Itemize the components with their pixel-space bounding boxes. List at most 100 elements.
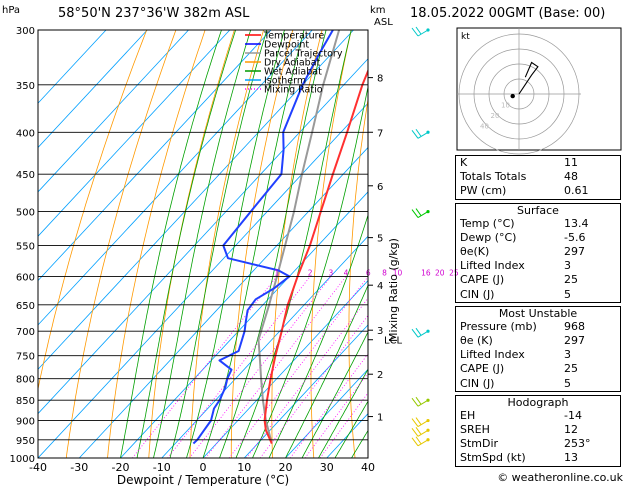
- index-value: -14: [564, 408, 582, 422]
- index-label: Lifted Index: [460, 348, 525, 362]
- pressure-unit-label: hPa: [2, 5, 20, 16]
- datetime-title: 18.05.2022 00GMT (Base: 00): [410, 6, 606, 21]
- indices-panel: K 11 Totals Totals 48 PW (cm) 0.61 Surface Te…: [455, 155, 621, 470]
- hodograph-unit-label: kt: [461, 32, 470, 42]
- unstable-title: Most Unstable: [498, 306, 578, 320]
- wind-barb-staff: [417, 439, 429, 447]
- pressure-tick-label: 450: [16, 170, 35, 181]
- index-row: Temp (°C) 13.4: [456, 217, 620, 231]
- km-tick-label: 7: [377, 128, 383, 139]
- index-value: 253°: [564, 437, 591, 451]
- isotherm-line: [285, 368, 368, 458]
- index-value: 5: [564, 287, 571, 301]
- index-value: 968: [564, 319, 585, 333]
- wind-barb-staff: [417, 211, 429, 219]
- mixing-ratio-label: 25: [449, 268, 459, 277]
- isotherm-line: [38, 102, 368, 458]
- pressure-tick-label: 650: [16, 301, 35, 312]
- km-tick-label: 4: [377, 281, 383, 292]
- isotherm-line: [38, 30, 107, 104]
- surface-title: Surface: [517, 203, 559, 217]
- mixing-ratio-label: 1: [274, 268, 279, 277]
- height-unit-sub-label: ASL: [374, 17, 393, 28]
- legend-label: Parcel Trajectory: [264, 49, 343, 60]
- index-label: K: [460, 156, 468, 169]
- temperature-tick-label: -20: [112, 461, 130, 474]
- legend-label: Mixing Ratio: [264, 85, 323, 96]
- dry-adiabat-line: [107, 30, 206, 458]
- index-row: CIN (J) 5: [456, 288, 620, 302]
- index-label: Lifted Index: [460, 259, 525, 273]
- isotherm-line: [38, 30, 189, 193]
- pressure-tick-label: 750: [16, 352, 35, 363]
- index-value: 13.4: [564, 216, 589, 230]
- mixing-ratio-label: 8: [382, 268, 387, 277]
- wind-barb-staff: [417, 399, 429, 407]
- index-label: θe(K): [460, 245, 490, 259]
- wind-barb-flag: [411, 437, 419, 447]
- location-title: 58°50'N 237°36'W 382m ASL: [58, 6, 250, 21]
- wind-barb-flag: [411, 328, 419, 338]
- wet-adiabat-line: [334, 400, 368, 458]
- legend-label: Wet Adiabat: [264, 67, 322, 78]
- pressure-tick-label: 850: [16, 396, 35, 407]
- wet-adiabat-line: [120, 30, 222, 458]
- index-row: SREH 12: [456, 423, 620, 437]
- wind-barb-flag: [415, 417, 422, 425]
- hodograph-title: Hodograph: [507, 395, 569, 409]
- legend-label: Dry Adiabat: [264, 58, 321, 69]
- legend-label: Isotherm: [264, 76, 306, 87]
- isotherm-line: [38, 30, 148, 149]
- index-label: StmDir: [460, 437, 499, 451]
- km-tick-label: 2: [377, 370, 383, 381]
- index-row: StmDir 253°: [456, 437, 620, 451]
- index-label: CAPE (J): [460, 273, 505, 287]
- isotherm-line: [243, 324, 368, 458]
- mixing-ratio-axis-label: Mixing Ratio (g/kg): [387, 238, 400, 342]
- wind-barb-flag: [411, 418, 419, 427]
- index-value: 5: [564, 376, 571, 390]
- hodograph-trace: [518, 61, 539, 95]
- pressure-tick-label: 500: [16, 208, 35, 219]
- index-value: 3: [564, 259, 571, 273]
- index-label: Totals Totals: [460, 170, 527, 184]
- hodograph-frame: [456, 27, 622, 151]
- index-label: CIN (J): [460, 287, 495, 301]
- pressure-tick-label: 800: [16, 375, 35, 386]
- wind-barb-flag: [415, 128, 422, 137]
- wind-barb-flag: [411, 27, 419, 37]
- mixing-ratio-label: 16: [421, 268, 431, 277]
- isotherm-line: [161, 235, 368, 458]
- index-row: StmSpd (kt) 13: [456, 451, 620, 465]
- index-row: Totals Totals 48: [456, 170, 620, 184]
- index-value: 3: [564, 348, 571, 362]
- index-row: PW (cm) 0.61: [456, 184, 620, 198]
- pressure-tick-label: 300: [16, 26, 35, 37]
- index-row: CIN (J) 5: [456, 377, 620, 391]
- index-value: 12: [564, 423, 578, 437]
- temperature-tick-label: 0: [200, 461, 207, 474]
- top-indices-box: K 11 Totals Totals 48 PW (cm) 0.61: [455, 155, 621, 200]
- index-row: Lifted Index 3: [456, 348, 620, 362]
- x-axis-label: Dewpoint / Temperature (°C): [117, 473, 289, 486]
- hodograph-box: Hodograph EH -14 SREH 12 StmDir 253° StmSpd (k…: [455, 394, 621, 467]
- isotherm-line: [38, 30, 313, 326]
- km-tick-label: 5: [377, 234, 383, 245]
- pressure-tick-label: 550: [16, 241, 35, 252]
- index-label: Dewp (°C): [460, 230, 517, 244]
- isotherm-line: [38, 30, 231, 237]
- wind-barb-flag: [411, 209, 419, 218]
- index-row: CAPE (J) 25: [456, 362, 620, 376]
- index-row: Lifted Index 3: [456, 259, 620, 273]
- legend-label: Dewpoint: [264, 40, 309, 51]
- temperature-tick-label: 10: [237, 461, 251, 474]
- index-row: CAPE (J) 25: [456, 273, 620, 287]
- temperature-tick-label: 40: [361, 461, 375, 474]
- index-value: 297: [564, 245, 585, 259]
- index-value: 48: [564, 170, 578, 184]
- dry-adiabat-line: [348, 97, 368, 458]
- wind-barb-flag: [415, 426, 422, 435]
- temperature-tick-label: 30: [320, 461, 334, 474]
- credit-text: © weatheronline.co.uk: [497, 471, 623, 484]
- km-tick-label: 1: [377, 413, 383, 424]
